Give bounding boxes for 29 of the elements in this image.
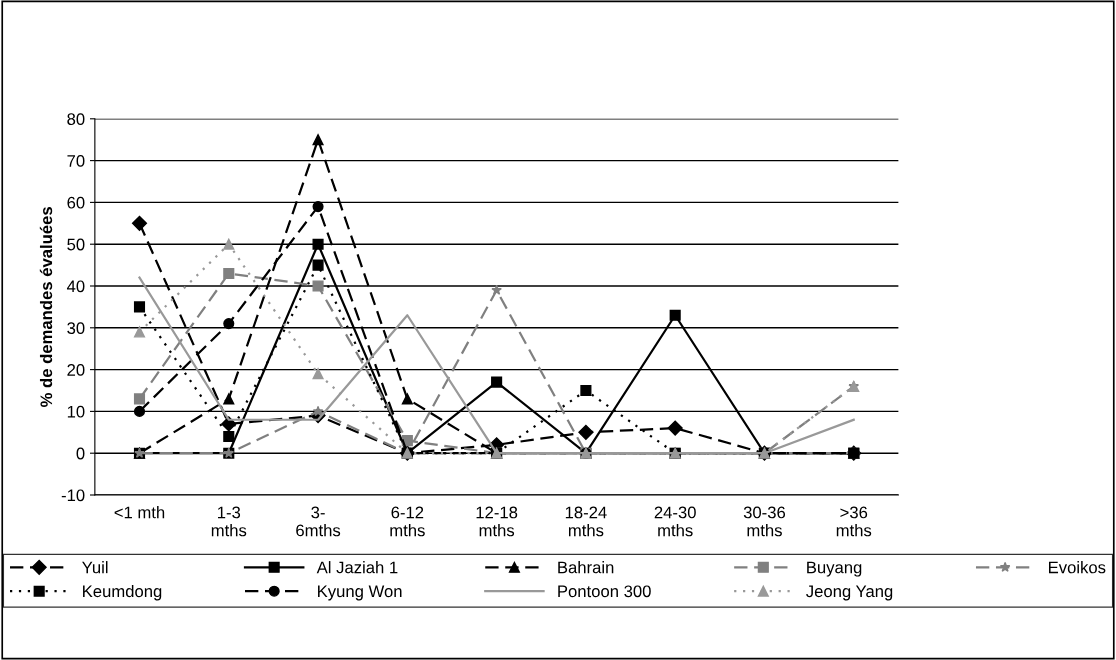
- legend-label: Bahrain: [558, 561, 614, 574]
- legend-label: Evoikos: [1049, 561, 1106, 574]
- legend-label: Jeong Yang: [806, 585, 893, 601]
- y-tick-label: 0: [76, 447, 85, 460]
- y-tick-label: 40: [66, 280, 85, 293]
- x-tick-label: 6-12 mths: [390, 506, 425, 537]
- x-tick-label: 24-30 mths: [654, 506, 696, 537]
- y-tick-label: 20: [67, 364, 85, 376]
- x-tick-label: 1-3 mths: [211, 506, 247, 537]
- x-tick-label: 18-24 mths: [565, 506, 607, 537]
- y-axis-title: % de demandes évaluées: [39, 207, 53, 407]
- x-tick-label: 30-36 mths: [743, 506, 786, 537]
- y-tick-label: 80: [67, 113, 85, 125]
- legend-label: Keumdong: [83, 584, 162, 601]
- y-tick-label: 10: [67, 405, 85, 418]
- y-tick-label: 60: [67, 196, 85, 209]
- y-tick-label: 50: [67, 238, 85, 251]
- y-tick-label: 70: [67, 155, 85, 167]
- y-tick-label: -10: [61, 489, 85, 502]
- legend-label: Al Jaziah 1: [316, 561, 398, 574]
- x-tick-label: >36 mths: [836, 506, 872, 537]
- legend-label: Yuil: [82, 561, 108, 574]
- legend-label: Buyang: [807, 561, 862, 577]
- legend-label: Kyung Won: [318, 585, 402, 601]
- y-tick-label: 30: [67, 322, 85, 334]
- x-tick-label: 12-18 mths: [476, 506, 518, 537]
- legend-label: Pontoon 300: [558, 585, 651, 598]
- x-tick-label: <1 mth: [114, 506, 165, 519]
- x-tick-label: 3- 6mths: [296, 506, 341, 537]
